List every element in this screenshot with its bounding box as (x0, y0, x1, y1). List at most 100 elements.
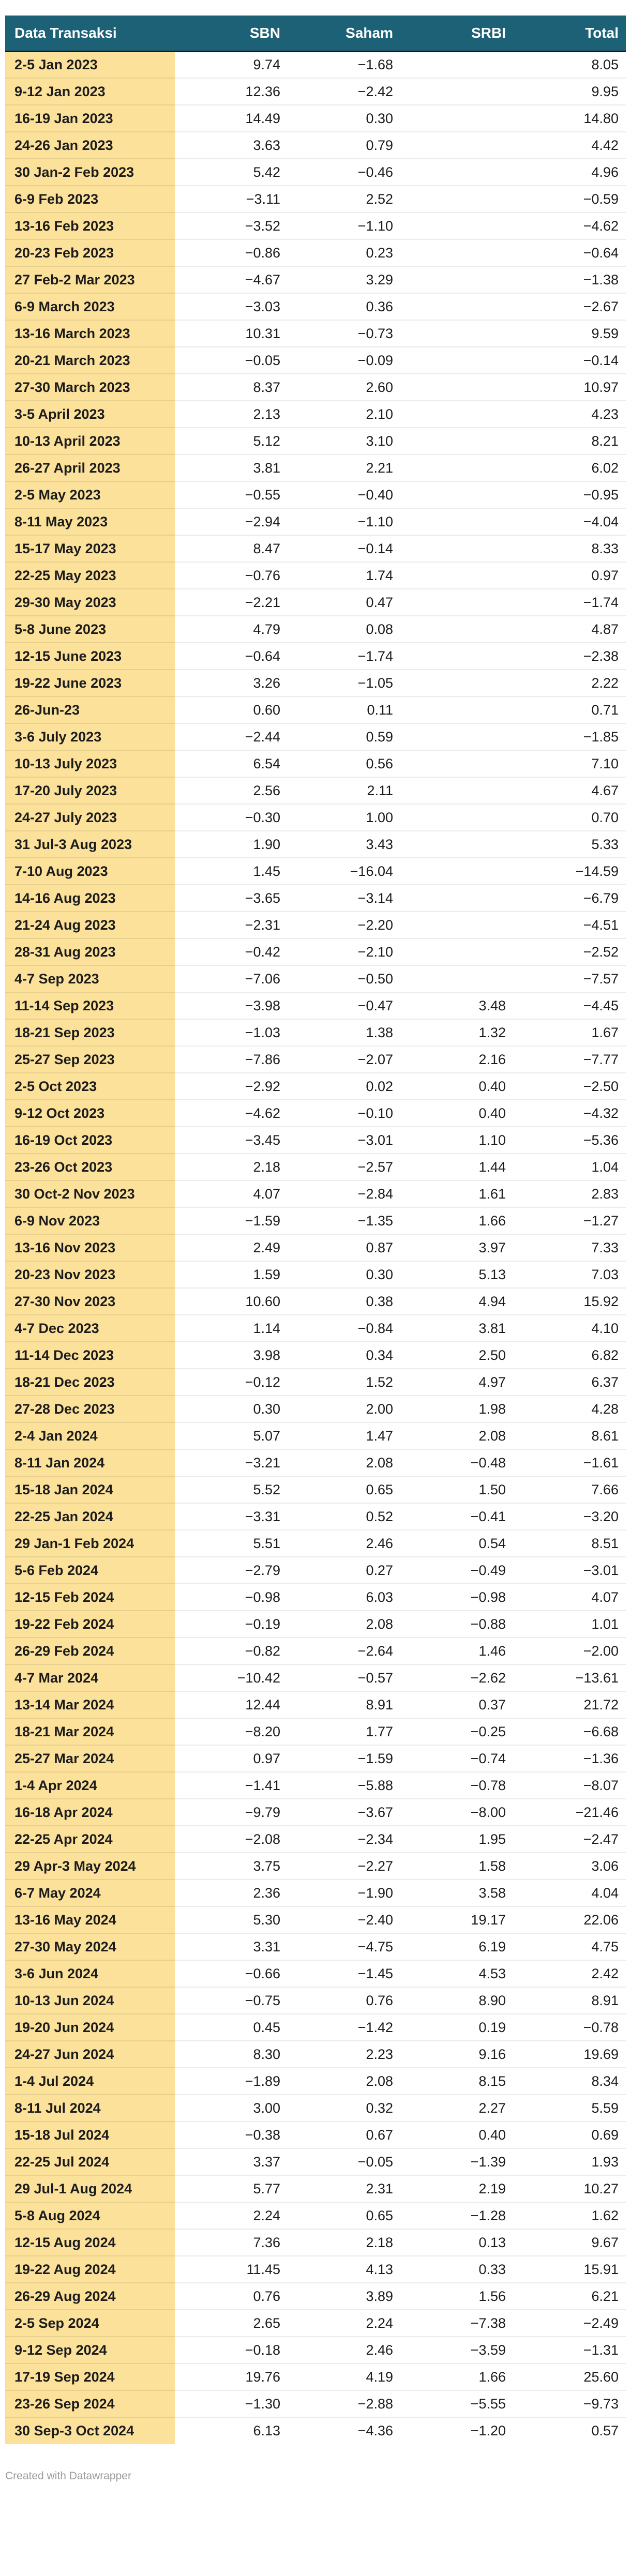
sbn-value: 6.13 (175, 2417, 288, 2444)
saham-value: 0.56 (288, 750, 400, 777)
sbn-value: −3.03 (175, 293, 288, 320)
saham-value: 0.52 (288, 1503, 400, 1530)
srbi-value (400, 911, 513, 938)
saham-value: −0.09 (288, 346, 400, 374)
datawrapper-credit[interactable]: Created with Datawrapper (5, 2470, 131, 2482)
saham-value: −4.36 (288, 2417, 400, 2444)
srbi-value: 2.50 (400, 1341, 513, 1369)
sbn-value: 3.37 (175, 2148, 288, 2175)
saham-value: 2.00 (288, 1395, 400, 1422)
total-value: 4.67 (513, 777, 626, 804)
table-row: 15-17 May 2023 8.47 −0.14 8.33 (5, 535, 626, 562)
srbi-value (400, 562, 513, 589)
column-header-srbi[interactable]: SRBI (400, 16, 513, 52)
total-value: −2.67 (513, 293, 626, 320)
total-value: −1.31 (513, 2336, 626, 2363)
table-row: 6-7 May 2024 2.36 −1.90 3.58 4.04 (5, 1879, 626, 1906)
date-cell: 22-25 Jan 2024 (5, 1503, 175, 1530)
srbi-value: 1.10 (400, 1126, 513, 1154)
saham-value: 1.77 (288, 1718, 400, 1745)
saham-value: −1.05 (288, 669, 400, 696)
total-value: −1.36 (513, 1745, 626, 1772)
sbn-value: 3.75 (175, 1852, 288, 1880)
saham-value: −1.42 (288, 2013, 400, 2041)
date-cell: 10-13 Jun 2024 (5, 1987, 175, 2014)
date-cell: 1-4 Jul 2024 (5, 2067, 175, 2095)
saham-value: 2.31 (288, 2175, 400, 2202)
table-row: 16-18 Apr 2024 −9.79 −3.67 −8.00 −21.46 (5, 1798, 626, 1826)
srbi-value (400, 481, 513, 508)
total-value: −0.78 (513, 2013, 626, 2041)
column-header-data-transaksi[interactable]: Data Transaksi (5, 16, 175, 52)
table-row: 6-9 March 2023 −3.03 0.36 −2.67 (5, 293, 626, 320)
date-cell: 6-9 Feb 2023 (5, 185, 175, 213)
table-row: 13-14 Mar 2024 12.44 8.91 0.37 21.72 (5, 1691, 626, 1718)
sbn-value: 9.74 (175, 51, 288, 78)
sbn-value: 0.60 (175, 696, 288, 723)
saham-value: 2.11 (288, 777, 400, 804)
date-cell: 18-21 Mar 2024 (5, 1718, 175, 1745)
total-value: 9.67 (513, 2229, 626, 2256)
sbn-value: −3.98 (175, 992, 288, 1019)
saham-value: −0.57 (288, 1664, 400, 1691)
table-row: 26-29 Aug 2024 0.76 3.89 1.56 6.21 (5, 2282, 626, 2310)
srbi-value (400, 346, 513, 374)
total-value: −2.52 (513, 938, 626, 965)
saham-value: 0.32 (288, 2094, 400, 2122)
sbn-value: 12.44 (175, 1691, 288, 1718)
date-cell: 9-12 Sep 2024 (5, 2336, 175, 2363)
total-value: −4.04 (513, 508, 626, 535)
sbn-value: 3.63 (175, 131, 288, 159)
sbn-value: −1.30 (175, 2390, 288, 2417)
saham-value: 2.08 (288, 1610, 400, 1638)
sbn-value: −0.19 (175, 1610, 288, 1638)
saham-value: 0.79 (288, 131, 400, 159)
sbn-value: −2.44 (175, 723, 288, 750)
srbi-value: −5.55 (400, 2390, 513, 2417)
srbi-value: 1.56 (400, 2282, 513, 2310)
column-header-total[interactable]: Total (513, 16, 626, 52)
date-cell: 11-14 Sep 2023 (5, 992, 175, 1019)
date-cell: 29 Jul-1 Aug 2024 (5, 2175, 175, 2202)
table-row: 19-22 June 2023 3.26 −1.05 2.22 (5, 669, 626, 696)
table-row: 21-24 Aug 2023 −2.31 −2.20 −4.51 (5, 911, 626, 938)
srbi-value (400, 535, 513, 562)
date-cell: 2-4 Jan 2024 (5, 1422, 175, 1449)
saham-value: −1.74 (288, 642, 400, 670)
table-row: 4-7 Dec 2023 1.14 −0.84 3.81 4.10 (5, 1314, 626, 1342)
srbi-value (400, 804, 513, 831)
srbi-value (400, 131, 513, 159)
saham-value: 1.00 (288, 804, 400, 831)
page: Data Transaksi SBN Saham SRBI Total 2-5 Jan … (5, 16, 626, 2482)
sbn-value: −0.86 (175, 239, 288, 266)
total-value: 10.97 (513, 373, 626, 401)
sbn-value: 1.45 (175, 857, 288, 885)
sbn-value: 14.49 (175, 104, 288, 132)
srbi-value (400, 78, 513, 105)
total-value: 0.69 (513, 2121, 626, 2148)
srbi-value (400, 884, 513, 912)
saham-value: 0.11 (288, 696, 400, 723)
srbi-value: 2.16 (400, 1045, 513, 1073)
column-header-sbn[interactable]: SBN (175, 16, 288, 52)
date-cell: 29 Apr-3 May 2024 (5, 1852, 175, 1880)
total-value: −9.73 (513, 2390, 626, 2417)
total-value: −4.62 (513, 212, 626, 239)
saham-value: −2.64 (288, 1637, 400, 1664)
sbn-value: 3.31 (175, 1933, 288, 1960)
srbi-value: 0.40 (400, 2121, 513, 2148)
saham-value: −1.90 (288, 1879, 400, 1906)
saham-value: 0.67 (288, 2121, 400, 2148)
saham-value: −2.57 (288, 1153, 400, 1180)
column-header-saham[interactable]: Saham (288, 16, 400, 52)
date-cell: 13-16 Feb 2023 (5, 212, 175, 239)
srbi-value (400, 427, 513, 454)
table-row: 13-16 March 2023 10.31 −0.73 9.59 (5, 320, 626, 347)
saham-value: −1.10 (288, 212, 400, 239)
date-cell: 13-16 May 2024 (5, 1906, 175, 1933)
sbn-value: 5.51 (175, 1529, 288, 1557)
table-row: 23-26 Sep 2024 −1.30 −2.88 −5.55 −9.73 (5, 2390, 626, 2417)
total-value: 4.07 (513, 1583, 626, 1611)
sbn-value: −2.08 (175, 1825, 288, 1853)
table-row: 20-23 Feb 2023 −0.86 0.23 −0.64 (5, 239, 626, 266)
